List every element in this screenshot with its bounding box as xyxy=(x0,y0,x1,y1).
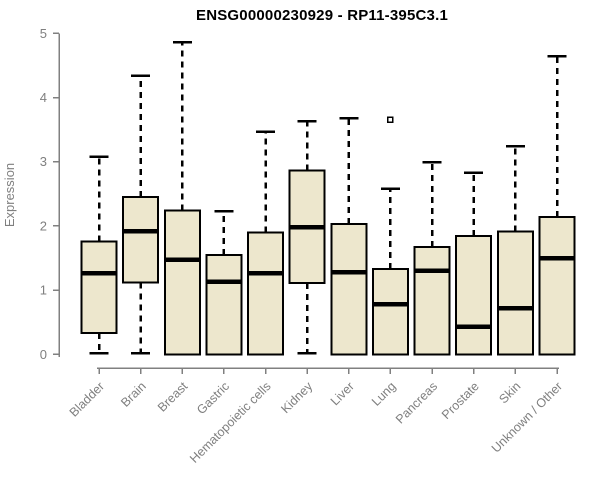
x-tick-label: Hematopoietic cells xyxy=(187,379,274,466)
box-brain xyxy=(122,196,160,284)
x-tick-label: Brain xyxy=(118,379,149,410)
box-liver xyxy=(330,222,368,356)
y-tick-label: 4 xyxy=(40,90,47,105)
box-pancreas xyxy=(413,246,451,356)
outlier-point xyxy=(387,116,394,124)
x-tick-label: Liver xyxy=(328,379,357,408)
box-unknown-other xyxy=(538,215,576,356)
box-prostate xyxy=(455,235,493,356)
y-tick-label: 5 xyxy=(40,26,47,41)
y-tick-label: 1 xyxy=(40,283,47,298)
chart-title: ENSG00000230929 - RP11-395C3.1 xyxy=(195,7,448,24)
box-hematopoietic-cells xyxy=(247,231,285,356)
x-tick-label: Unknown / Other xyxy=(489,379,565,455)
y-tick-label: 0 xyxy=(40,347,47,362)
y-tick-label: 3 xyxy=(40,154,47,169)
x-tick-label: Prostate xyxy=(439,379,482,422)
x-tick-label: Pancreas xyxy=(393,379,440,426)
x-tick-label: Bladder xyxy=(67,379,107,419)
x-tick-label: Breast xyxy=(155,379,191,415)
x-tick-label: Skin xyxy=(496,379,523,406)
box-breast xyxy=(163,209,201,356)
box-bladder xyxy=(80,240,118,335)
x-tick-label: Lung xyxy=(369,379,399,409)
box-lung xyxy=(371,267,409,356)
x-tick-label: Kidney xyxy=(278,379,315,416)
box-skin xyxy=(496,230,534,356)
box-gastric xyxy=(205,253,243,356)
y-tick-label: 2 xyxy=(40,218,47,233)
x-tick-label: Gastric xyxy=(194,379,232,417)
